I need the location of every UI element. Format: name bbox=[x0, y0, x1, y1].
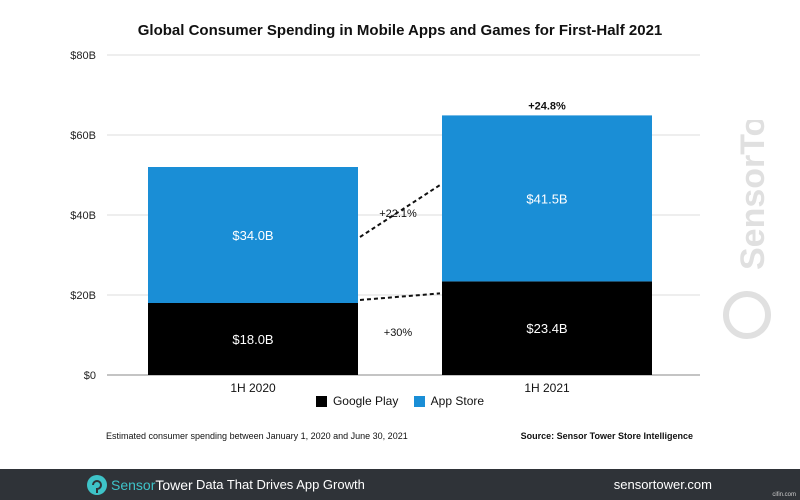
tagline: Data That Drives App Growth bbox=[196, 477, 365, 492]
chart-plot: $0 $20B $40B $60B $80B $18.0B $34.0B 1H 2020 $23… bbox=[70, 50, 700, 395]
y-tick-label: $0 bbox=[84, 370, 96, 382]
bar-app-store bbox=[148, 167, 358, 303]
app-store-growth-label: +22.1% bbox=[379, 208, 417, 220]
data-label: $34.0B bbox=[232, 228, 273, 243]
growth-connector bbox=[359, 292, 441, 301]
sensortower-watermark: SensorTower bbox=[723, 120, 772, 339]
legend-google-play: Google Play bbox=[315, 394, 399, 408]
footer-bar: Sensor Tower Data That Drives App Growth … bbox=[0, 469, 800, 500]
y-tick-label: $80B bbox=[70, 50, 96, 62]
sensortower-logo-icon bbox=[87, 475, 107, 495]
svg-text:SensorTower: SensorTower bbox=[734, 120, 772, 270]
growth-connector bbox=[359, 184, 441, 238]
sensortower-logo: Sensor Tower bbox=[86, 474, 193, 496]
google-play-growth-label: +30% bbox=[384, 327, 413, 339]
y-tick-label: $60B bbox=[70, 130, 96, 142]
source: Source: Sensor Tower Store Intelligence bbox=[520, 431, 693, 441]
chart-title: Global Consumer Spending in Mobile Apps … bbox=[137, 22, 663, 39]
y-tick-label: $40B bbox=[70, 210, 96, 222]
brand-tower: Tower bbox=[155, 477, 193, 493]
legend-label: Google Play bbox=[332, 394, 399, 408]
data-label: $23.4B bbox=[526, 321, 567, 336]
bar-google-play bbox=[442, 281, 652, 375]
data-label: $18.0B bbox=[232, 332, 273, 347]
legend-app-store: App Store bbox=[413, 394, 485, 408]
legend-swatch bbox=[413, 395, 425, 407]
legend-swatch bbox=[315, 395, 327, 407]
x-tick-label: 1H 2021 bbox=[524, 381, 570, 395]
total-growth-label: +24.8% bbox=[528, 100, 566, 112]
x-tick-label: 1H 2020 bbox=[230, 381, 276, 395]
legend-label: App Store bbox=[430, 394, 485, 408]
y-tick-label: $20B bbox=[70, 290, 96, 302]
legend: Google Play App Store bbox=[0, 394, 800, 410]
brand-sensor: Sensor bbox=[111, 477, 156, 493]
corner-mark: cifin.com bbox=[772, 492, 796, 498]
footnote: Estimated consumer spending between Janu… bbox=[106, 431, 408, 441]
website-link[interactable]: sensortower.com bbox=[613, 477, 712, 492]
bar-app-store bbox=[442, 115, 652, 282]
bar-google-play bbox=[148, 303, 358, 375]
data-label: $41.5B bbox=[526, 191, 567, 206]
